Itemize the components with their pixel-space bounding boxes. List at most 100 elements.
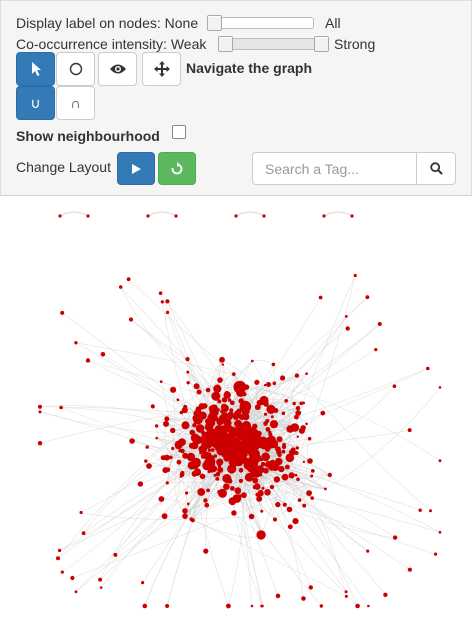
cooccurrence-slider-max-handle[interactable]	[314, 36, 329, 52]
neighbourhood-checkbox[interactable]	[172, 125, 186, 139]
graph-node[interactable]	[193, 468, 202, 476]
graph-node[interactable]	[221, 446, 227, 452]
graph-node[interactable]	[245, 448, 250, 454]
graph-node[interactable]	[85, 358, 91, 363]
graph-node[interactable]	[236, 408, 242, 414]
graph-node[interactable]	[264, 399, 269, 404]
graph-node[interactable]	[141, 581, 145, 585]
graph-node[interactable]	[215, 445, 221, 451]
graph-node[interactable]	[276, 436, 283, 443]
graph-node[interactable]	[98, 577, 103, 582]
graph-node[interactable]	[273, 476, 281, 483]
isolated-node[interactable]	[146, 214, 150, 218]
graph-node[interactable]	[128, 317, 134, 322]
graph-node[interactable]	[118, 285, 123, 289]
graph-node[interactable]	[438, 530, 442, 534]
graph-node[interactable]	[170, 427, 176, 434]
graph-node[interactable]	[185, 491, 189, 495]
graph-node[interactable]	[263, 467, 269, 474]
graph-node[interactable]	[305, 372, 308, 375]
graph-node[interactable]	[208, 426, 213, 431]
graph-node[interactable]	[278, 465, 285, 473]
graph-node[interactable]	[164, 416, 170, 422]
graph-node[interactable]	[211, 413, 216, 418]
graph-node[interactable]	[242, 444, 246, 448]
graph-node[interactable]	[266, 382, 271, 387]
graph-node[interactable]	[59, 405, 63, 410]
graph-node[interactable]	[261, 452, 270, 462]
graph-node[interactable]	[182, 513, 188, 519]
graph-node[interactable]	[60, 570, 64, 574]
graph-node[interactable]	[252, 485, 257, 490]
graph-node[interactable]	[261, 486, 265, 490]
graph-node[interactable]	[310, 469, 315, 473]
tag-graph-canvas[interactable]	[0, 196, 472, 626]
graph-node[interactable]	[294, 451, 299, 455]
graph-node[interactable]	[284, 399, 289, 403]
cooccurrence-slider-min-handle[interactable]	[218, 36, 233, 52]
graph-node[interactable]	[292, 401, 296, 406]
graph-node[interactable]	[302, 503, 307, 508]
graph-node[interactable]	[219, 431, 228, 441]
graph-node[interactable]	[181, 421, 190, 430]
graph-nodes[interactable]	[37, 273, 442, 609]
graph-node[interactable]	[246, 440, 258, 452]
graph-node[interactable]	[223, 483, 230, 491]
graph-node[interactable]	[263, 421, 268, 426]
graph-node[interactable]	[297, 498, 302, 502]
graph-node[interactable]	[307, 458, 313, 464]
graph-node[interactable]	[218, 488, 227, 498]
graph-node[interactable]	[193, 383, 200, 390]
graph-node[interactable]	[100, 352, 106, 357]
graph-node[interactable]	[81, 531, 86, 536]
graph-node[interactable]	[237, 441, 242, 445]
graph-node[interactable]	[161, 513, 168, 520]
graph-node[interactable]	[165, 310, 170, 315]
graph-node[interactable]	[299, 401, 304, 406]
cooccurrence-slider[interactable]	[218, 36, 329, 52]
graph-node[interactable]	[199, 473, 206, 480]
graph-node[interactable]	[186, 370, 190, 374]
graph-node[interactable]	[223, 454, 231, 462]
graph-node[interactable]	[154, 424, 159, 428]
graph-node[interactable]	[290, 423, 300, 432]
graph-node[interactable]	[324, 487, 327, 491]
graph-node[interactable]	[305, 422, 308, 426]
graph-node[interactable]	[367, 604, 370, 608]
graph-node[interactable]	[319, 604, 323, 608]
graph-node[interactable]	[251, 429, 259, 437]
graph-node[interactable]	[178, 448, 183, 453]
graph-node[interactable]	[301, 596, 306, 601]
graph-node[interactable]	[203, 498, 208, 503]
graph-node[interactable]	[260, 509, 264, 513]
graph-node[interactable]	[158, 496, 165, 502]
graph-node[interactable]	[202, 452, 210, 460]
graph-node[interactable]	[217, 377, 223, 383]
graph-node[interactable]	[261, 441, 270, 450]
graph-node[interactable]	[99, 586, 103, 589]
graph-node[interactable]	[190, 433, 200, 443]
graph-node[interactable]	[295, 406, 301, 411]
graph-node[interactable]	[238, 467, 244, 473]
graph-node[interactable]	[223, 412, 229, 418]
graph-node[interactable]	[216, 458, 224, 466]
graph-node[interactable]	[186, 381, 190, 385]
display-label-slider[interactable]	[207, 15, 314, 31]
graph-node[interactable]	[223, 391, 231, 399]
graph-node[interactable]	[438, 386, 442, 389]
graph-node[interactable]	[222, 474, 232, 483]
graph-node[interactable]	[374, 348, 378, 352]
graph-node[interactable]	[260, 604, 264, 608]
tag-search-input[interactable]	[253, 153, 419, 184]
graph-node[interactable]	[74, 590, 78, 594]
graph-node[interactable]	[280, 375, 286, 381]
graph-node[interactable]	[198, 411, 207, 420]
graph-node[interactable]	[282, 443, 286, 447]
graph-node[interactable]	[197, 488, 206, 496]
graph-node[interactable]	[266, 404, 276, 414]
graph-node[interactable]	[250, 359, 254, 363]
graph-node[interactable]	[171, 446, 175, 450]
graph-node[interactable]	[233, 429, 238, 435]
graph-node[interactable]	[178, 438, 186, 446]
graph-node[interactable]	[230, 486, 235, 491]
